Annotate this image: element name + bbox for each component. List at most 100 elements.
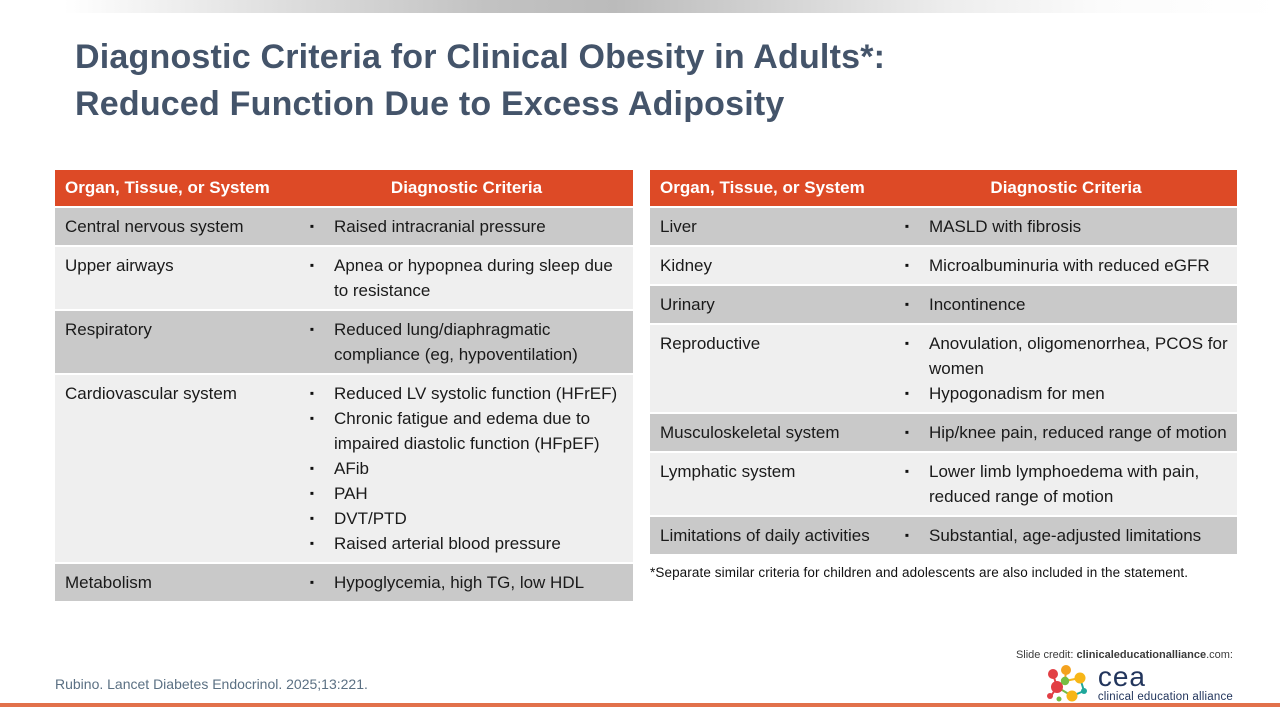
- criteria-item: ▪ Anovulation, oligomenorrhea, PCOS for w…: [901, 331, 1231, 381]
- organ-cell: Upper airways: [55, 247, 300, 309]
- right-table-region: Organ, Tissue, or System Diagnostic Crite…: [650, 168, 1237, 580]
- criteria-item: ▪ Hip/knee pain, reduced range of motion: [901, 420, 1231, 445]
- criteria-text: Hypogonadism for men: [929, 384, 1105, 403]
- organ-cell: Metabolism: [55, 564, 300, 601]
- criteria-text: Raised intracranial pressure: [334, 217, 546, 236]
- criteria-text: Chronic fatigue and edema due to impaire…: [334, 409, 600, 453]
- criteria-item: ▪ DVT/PTD: [306, 506, 627, 531]
- right-criteria-table: Organ, Tissue, or System Diagnostic Crite…: [650, 168, 1237, 556]
- criteria-item: ▪ Apnea or hypopnea during sleep due to r…: [306, 253, 627, 303]
- cea-logo-tagline: clinical education alliance: [1097, 691, 1233, 703]
- cea-logo-acronym: cea: [1097, 661, 1146, 692]
- criteria-text: MASLD with fibrosis: [929, 217, 1082, 236]
- criteria-column-header: Diagnostic Criteria: [895, 170, 1237, 206]
- bullet-icon: ▪: [904, 425, 910, 439]
- organ-cell: Urinary: [650, 286, 895, 323]
- bullet-icon: ▪: [904, 258, 910, 272]
- organ-cell: Liver: [650, 208, 895, 245]
- criteria-text: Lower limb lymphoedema with pain, reduce…: [929, 462, 1200, 506]
- table-row: Central nervous system ▪ Raised intracrani…: [55, 208, 633, 245]
- criteria-item: ▪ Lower limb lymphoedema with pain, reduc…: [901, 459, 1231, 509]
- criteria-cell: ▪ Hypoglycemia, high TG, low HDL: [300, 564, 633, 601]
- organ-cell: Musculoskeletal system: [650, 414, 895, 451]
- criteria-item: ▪ Raised intracranial pressure: [306, 214, 627, 239]
- slide-title: Diagnostic Criteria for Clinical Obesity…: [75, 34, 885, 128]
- organ-cell: Cardiovascular system: [55, 375, 300, 562]
- organ-column-header: Organ, Tissue, or System: [650, 170, 895, 206]
- title-line-1: Diagnostic Criteria for Clinical Obesity…: [75, 38, 886, 76]
- table-row: Kidney ▪ Microalbuminuria with reduced eGF…: [650, 247, 1237, 284]
- bullet-icon: ▪: [309, 511, 315, 525]
- criteria-text: DVT/PTD: [334, 509, 407, 528]
- criteria-text: AFib: [334, 459, 369, 478]
- bullet-icon: ▪: [309, 219, 315, 233]
- criteria-text: Incontinence: [929, 295, 1026, 314]
- bullet-icon: ▪: [309, 461, 315, 475]
- cea-logo: cea clinical education alliance: [1016, 661, 1233, 704]
- table-row: Musculoskeletal system ▪ Hip/knee pain, re…: [650, 414, 1237, 451]
- criteria-cell: ▪ Incontinence: [895, 286, 1237, 323]
- criteria-item: ▪ Incontinence: [901, 292, 1231, 317]
- criteria-text: Hypoglycemia, high TG, low HDL: [334, 573, 585, 592]
- slide-credit-prefix: Slide credit:: [1015, 649, 1077, 661]
- criteria-cell: ▪ Microalbuminuria with reduced eGFR: [895, 247, 1237, 284]
- criteria-text: Anovulation, oligomenorrhea, PCOS for wo…: [929, 334, 1228, 378]
- organ-cell: Lymphatic system: [650, 453, 895, 515]
- criteria-item: ▪ Raised arterial blood pressure: [306, 531, 627, 556]
- table-row: Upper airways ▪ Apnea or hypopnea during s…: [55, 247, 633, 309]
- table-row: Reproductive ▪ Anovulation, oligomenorrhea…: [650, 325, 1237, 412]
- table-row: Limitations of daily activities ▪ Substant…: [650, 517, 1237, 554]
- bottom-accent-bar: [0, 703, 1280, 707]
- slide-credit-suffix: .com:: [1206, 649, 1233, 661]
- organ-cell: Limitations of daily activities: [650, 517, 895, 554]
- criteria-item: ▪ PAH: [306, 481, 627, 506]
- bullet-icon: ▪: [309, 536, 315, 550]
- bullet-icon: ▪: [309, 258, 315, 272]
- bullet-icon: ▪: [309, 386, 315, 400]
- table-row: Respiratory ▪ Reduced lung/diaphragmatic c…: [55, 311, 633, 373]
- footnote: *Separate similar criteria for children …: [650, 565, 1189, 580]
- criteria-item: ▪ MASLD with fibrosis: [901, 214, 1231, 239]
- left-criteria-table: Organ, Tissue, or System Diagnostic Crite…: [55, 168, 633, 603]
- bullet-icon: ▪: [309, 486, 315, 500]
- criteria-text: Reduced lung/diaphragmatic compliance (e…: [334, 320, 578, 364]
- criteria-item: ▪ Substantial, age-adjusted limitations: [901, 523, 1231, 548]
- bullet-icon: ▪: [904, 464, 910, 478]
- criteria-text: Microalbuminuria with reduced eGFR: [929, 256, 1210, 275]
- cea-logo-text: cea clinical education alliance: [1097, 661, 1233, 704]
- title-line-2: Reduced Function Due to Excess Adiposity: [75, 85, 785, 123]
- organ-cell: Reproductive: [650, 325, 895, 412]
- criteria-text: Apnea or hypopnea during sleep due to re…: [334, 256, 613, 300]
- criteria-text: Substantial, age-adjusted limitations: [929, 526, 1202, 545]
- criteria-item: ▪ Hypoglycemia, high TG, low HDL: [306, 570, 627, 595]
- criteria-cell: ▪ Lower limb lymphoedema with pain, reduc…: [895, 453, 1237, 515]
- criteria-column-header: Diagnostic Criteria: [300, 170, 633, 206]
- bullet-icon: ▪: [904, 297, 910, 311]
- organ-cell: Respiratory: [55, 311, 300, 373]
- criteria-cell: ▪ Reduced lung/diaphragmatic compliance (…: [300, 311, 633, 373]
- criteria-text: Reduced LV systolic function (HFrEF): [334, 384, 618, 403]
- organ-column-header: Organ, Tissue, or System: [55, 170, 300, 206]
- bullet-icon: ▪: [309, 322, 315, 336]
- table-row: Metabolism ▪ Hypoglycemia, high TG, low HD…: [55, 564, 633, 601]
- criteria-cell: ▪ Raised intracranial pressure: [300, 208, 633, 245]
- bullet-icon: ▪: [309, 411, 315, 425]
- table-row: Liver ▪ MASLD with fibrosis: [650, 208, 1237, 245]
- criteria-item: ▪ Reduced LV systolic function (HFrEF): [306, 381, 627, 406]
- criteria-cell: ▪ Hip/knee pain, reduced range of motion: [895, 414, 1237, 451]
- criteria-cell: ▪ Anovulation, oligomenorrhea, PCOS for w…: [895, 325, 1237, 412]
- bullet-icon: ▪: [904, 528, 910, 542]
- criteria-cell: ▪ Substantial, age-adjusted limitations: [895, 517, 1237, 554]
- cea-logo-mark-icon: [1046, 665, 1087, 702]
- criteria-text: Raised arterial blood pressure: [334, 534, 561, 553]
- criteria-item: ▪ AFib: [306, 456, 627, 481]
- criteria-text: Hip/knee pain, reduced range of motion: [929, 423, 1227, 442]
- left-table-region: Organ, Tissue, or System Diagnostic Crite…: [55, 168, 633, 603]
- criteria-text: PAH: [334, 484, 368, 503]
- bullet-icon: ▪: [904, 336, 910, 350]
- table-row: Lymphatic system ▪ Lower limb lymphoedema …: [650, 453, 1237, 515]
- top-gradient-bar: [0, 0, 1280, 13]
- table-row: Cardiovascular system ▪ Reduced LV systoli…: [55, 375, 633, 562]
- bullet-icon: ▪: [309, 575, 315, 589]
